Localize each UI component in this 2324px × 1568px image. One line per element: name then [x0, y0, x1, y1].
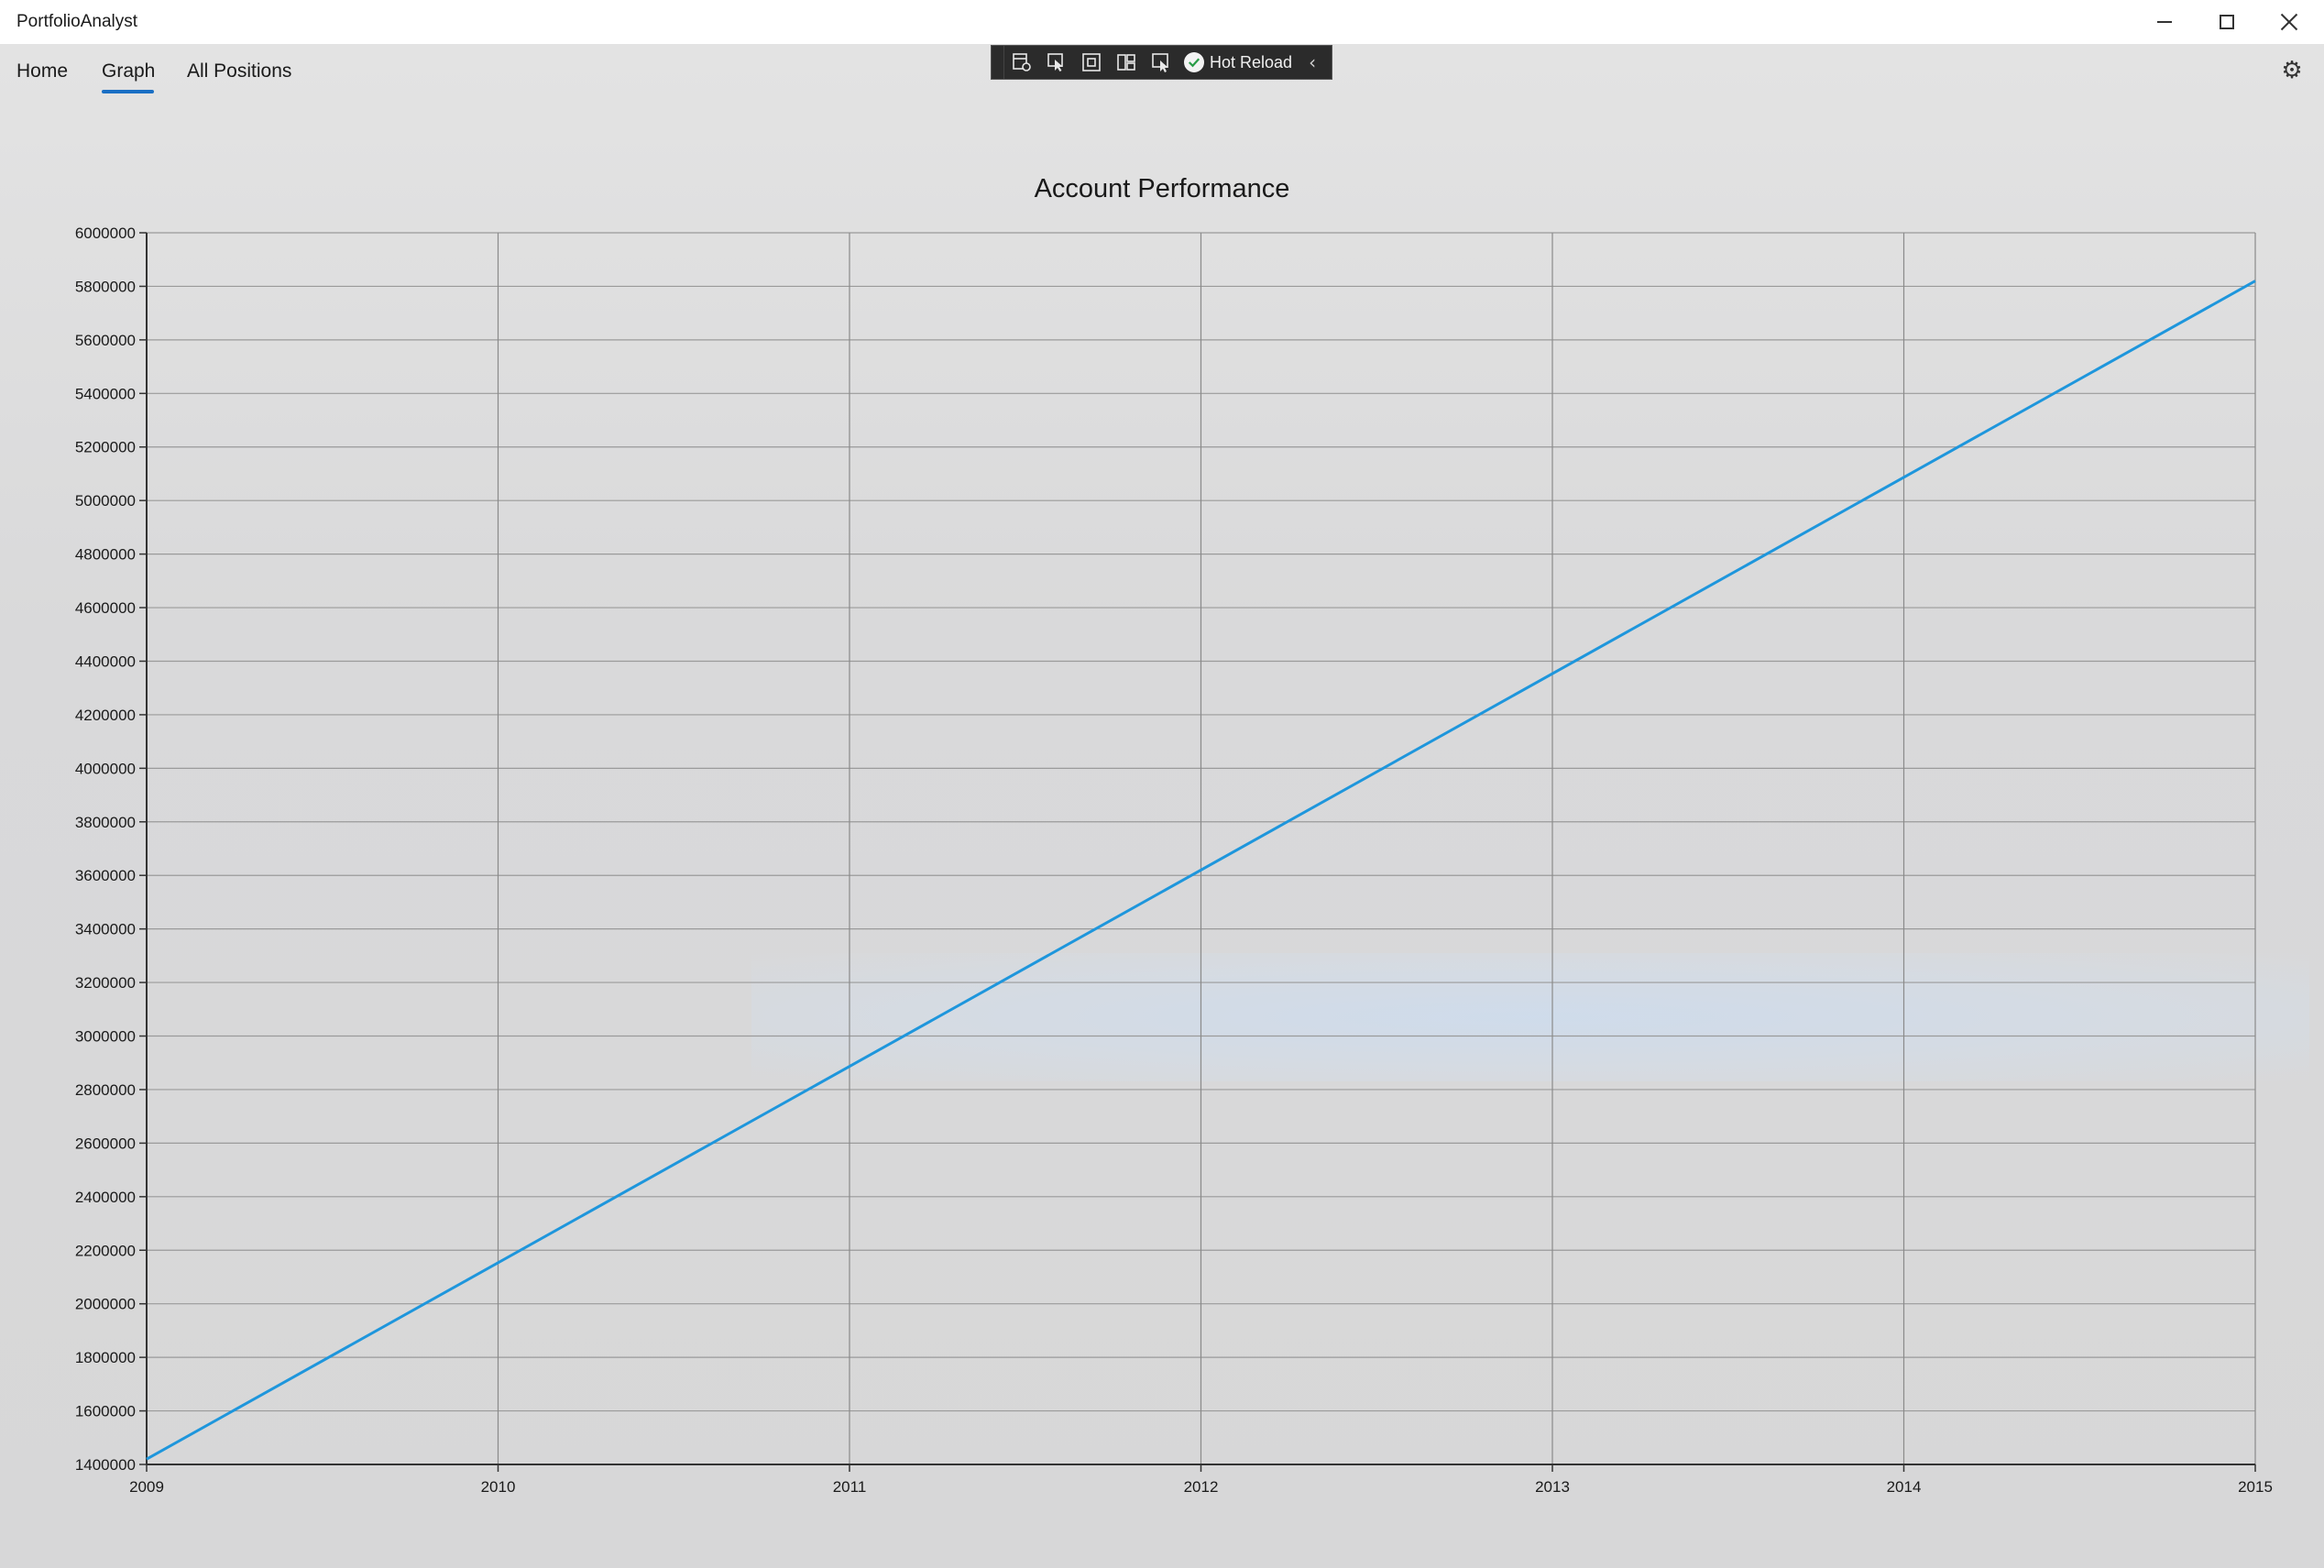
hot-reload-status[interactable]: Hot Reload	[1184, 52, 1292, 72]
y-tick-label: 2200000	[75, 1242, 136, 1259]
y-tick-label: 3200000	[75, 974, 136, 992]
nav-item-home[interactable]: Home	[16, 60, 69, 82]
minimize-icon	[2157, 21, 2172, 23]
app-title: PortfolioAnalyst	[16, 12, 138, 31]
chart-title: Account Performance	[1035, 174, 1290, 203]
collapse-toolbar-icon[interactable]: ‹	[1309, 51, 1317, 73]
y-tick-label: 5600000	[75, 332, 136, 349]
y-tick-label: 3800000	[75, 814, 136, 831]
x-tick-label: 2013	[1535, 1478, 1570, 1496]
hot-reload-label: Hot Reload	[1210, 52, 1293, 71]
y-tick-label: 4200000	[75, 707, 136, 724]
y-tick-label: 5200000	[75, 439, 136, 456]
toolbar-grip[interactable]	[992, 46, 1004, 79]
select-element-icon[interactable]	[1039, 46, 1074, 79]
maximize-icon	[2220, 15, 2234, 29]
y-tick-label: 5400000	[75, 385, 136, 402]
chart-axes: 1400000 1600000 1800000 2000000 2200000 24000…	[75, 225, 2273, 1496]
y-tick-label: 2600000	[75, 1135, 136, 1152]
chart-grid	[146, 232, 2256, 1465]
y-tick-label: 2800000	[75, 1081, 136, 1099]
display-layout-adorners-icon[interactable]	[1074, 46, 1109, 79]
maximize-button[interactable]	[2196, 0, 2258, 44]
navigation-bar: Home Graph All Positions	[0, 44, 2324, 99]
y-tick-label: 1400000	[75, 1456, 136, 1474]
track-focus-icon[interactable]	[1109, 46, 1144, 79]
minimize-button[interactable]	[2133, 0, 2196, 44]
x-tick-label: 2014	[1887, 1478, 1922, 1496]
selected-tab-indicator	[102, 90, 154, 93]
y-tick-label: 1600000	[75, 1403, 136, 1420]
x-tick-label: 2011	[833, 1478, 867, 1496]
x-tick-label: 2009	[129, 1478, 164, 1496]
y-tick-label: 4000000	[75, 760, 136, 777]
nav-item-graph[interactable]: Graph	[102, 60, 156, 82]
x-tick-label: 2010	[481, 1478, 516, 1496]
binding-failures-icon[interactable]	[1144, 46, 1178, 79]
chart-series	[146, 280, 2256, 1461]
series-line	[146, 280, 2256, 1461]
y-tick-label: 3600000	[75, 867, 136, 884]
gear-icon[interactable]: ⚙	[2281, 57, 2303, 84]
y-tick-label: 4600000	[75, 599, 136, 617]
y-tick-label: 6000000	[75, 225, 136, 242]
live-visual-tree-icon[interactable]	[1004, 46, 1039, 79]
x-tick-label: 2012	[1184, 1478, 1219, 1496]
y-tick-label: 1800000	[75, 1349, 136, 1366]
y-tick-label: 2000000	[75, 1296, 136, 1313]
hot-reload-toolbar: Hot Reload ‹	[991, 45, 1332, 80]
y-tick-label: 4400000	[75, 652, 136, 670]
y-tick-label: 3400000	[75, 921, 136, 938]
y-tick-label: 5000000	[75, 492, 136, 510]
y-tick-label: 3000000	[75, 1028, 136, 1046]
title-bar: PortfolioAnalyst	[0, 0, 2324, 44]
y-tick-label: 5800000	[75, 278, 136, 295]
nav-item-all-positions[interactable]: All Positions	[187, 60, 292, 82]
y-tick-label: 2400000	[75, 1189, 136, 1206]
y-tick-label: 4800000	[75, 546, 136, 564]
x-tick-label: 2015	[2238, 1478, 2273, 1496]
check-icon	[1184, 52, 1204, 72]
